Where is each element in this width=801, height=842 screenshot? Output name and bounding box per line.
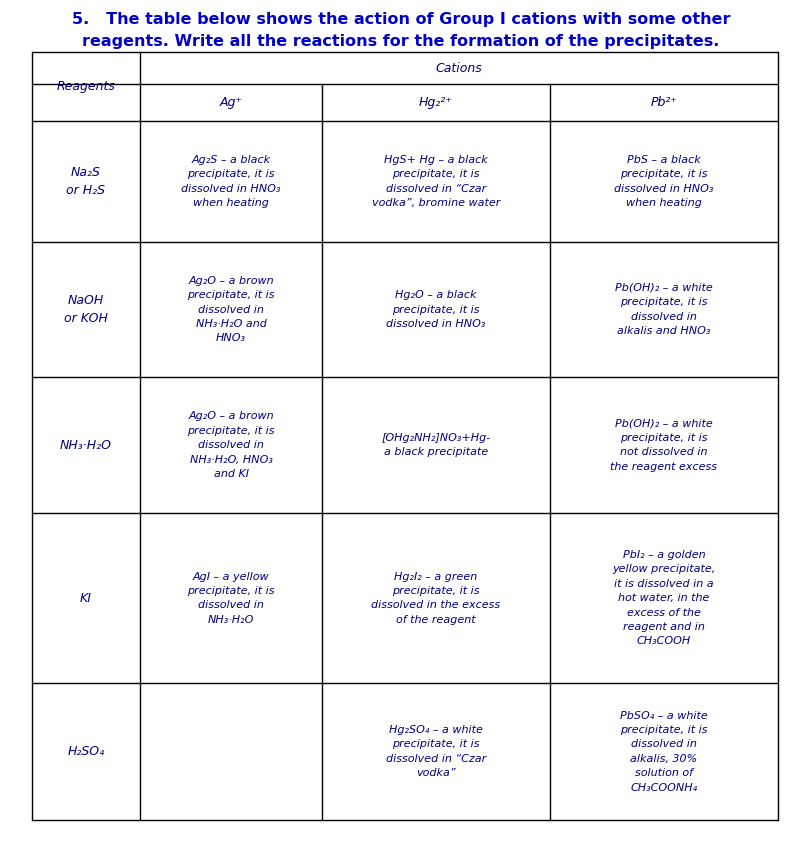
Text: Ag⁺: Ag⁺ (219, 96, 243, 109)
Text: Hg₂SO₄ – a white
precipitate, it is
dissolved in “Czar
vodka”: Hg₂SO₄ – a white precipitate, it is diss… (386, 725, 486, 778)
Text: reagents. Write all the reactions for the formation of the precipitates.: reagents. Write all the reactions for th… (83, 34, 719, 49)
Text: PbI₂ – a golden
yellow precipitate,
it is dissolved in a
hot water, in the
exces: PbI₂ – a golden yellow precipitate, it i… (613, 550, 715, 647)
Text: H₂SO₄: H₂SO₄ (67, 745, 105, 758)
Text: 5.   The table below shows the action of Group I cations with some other: 5. The table below shows the action of G… (72, 12, 731, 27)
Text: PbS – a black
precipitate, it is
dissolved in HNO₃
when heating: PbS – a black precipitate, it is dissolv… (614, 155, 714, 208)
Text: Hg₂I₂ – a green
precipitate, it is
dissolved in the excess
of the reagent: Hg₂I₂ – a green precipitate, it is disso… (372, 572, 501, 625)
Text: Na₂S
or H₂S: Na₂S or H₂S (66, 166, 106, 197)
Text: KI: KI (80, 592, 92, 605)
Text: Pb²⁺: Pb²⁺ (650, 96, 678, 109)
Text: Pb(OH)₂ – a white
precipitate, it is
not dissolved in
the reagent excess: Pb(OH)₂ – a white precipitate, it is not… (610, 418, 718, 472)
Text: Ag₂O – a brown
precipitate, it is
dissolved in
NH₃·H₂O and
HNO₃: Ag₂O – a brown precipitate, it is dissol… (187, 275, 275, 344)
Text: Hg₂²⁺: Hg₂²⁺ (419, 96, 453, 109)
Text: Pb(OH)₂ – a white
precipitate, it is
dissolved in
alkalis and HNO₃: Pb(OH)₂ – a white precipitate, it is dis… (615, 283, 713, 336)
Text: Ag₂S – a black
precipitate, it is
dissolved in HNO₃
when heating: Ag₂S – a black precipitate, it is dissol… (181, 155, 280, 208)
Text: Hg₂O – a black
precipitate, it is
dissolved in HNO₃: Hg₂O – a black precipitate, it is dissol… (386, 290, 485, 329)
Text: AgI – a yellow
precipitate, it is
dissolved in
NH₃·H₂O: AgI – a yellow precipitate, it is dissol… (187, 572, 275, 625)
Text: PbSO₄ – a white
precipitate, it is
dissolved in
alkalis, 30%
solution of
CH₃COON: PbSO₄ – a white precipitate, it is disso… (620, 711, 708, 792)
Text: [OHg₂NH₂]NO₃+Hg-
a black precipitate: [OHg₂NH₂]NO₃+Hg- a black precipitate (381, 433, 491, 457)
Text: NH₃·H₂O: NH₃·H₂O (60, 439, 112, 451)
Text: HgS+ Hg – a black
precipitate, it is
dissolved in “Czar
vodka”, bromine water: HgS+ Hg – a black precipitate, it is dis… (372, 155, 500, 208)
Text: Cations: Cations (436, 61, 482, 75)
Text: Ag₂O – a brown
precipitate, it is
dissolved in
NH₃·H₂O, HNO₃
and KI: Ag₂O – a brown precipitate, it is dissol… (187, 412, 275, 479)
Text: Reagents: Reagents (57, 80, 115, 93)
Text: NaOH
or KOH: NaOH or KOH (64, 294, 108, 325)
